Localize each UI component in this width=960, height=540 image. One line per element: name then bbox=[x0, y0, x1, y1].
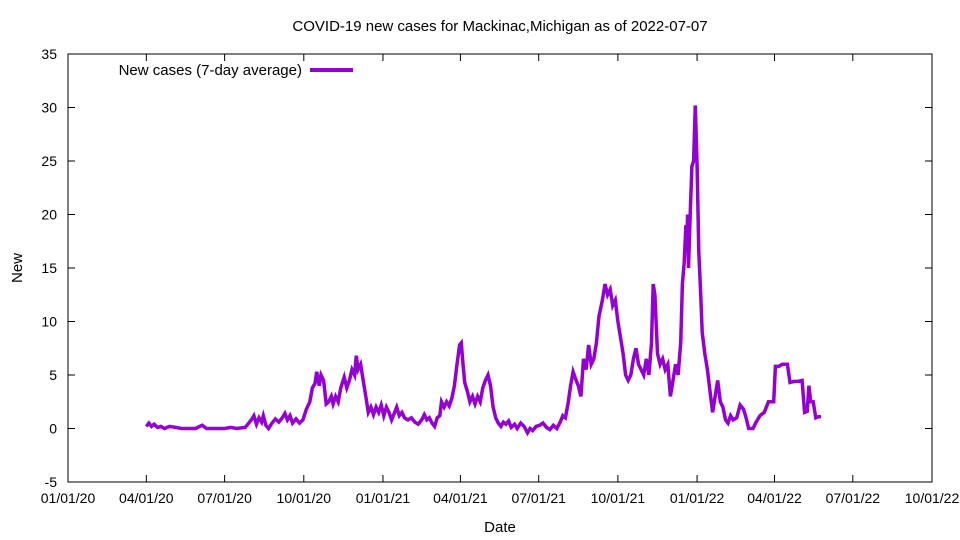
y-tick-label: 5 bbox=[49, 367, 57, 383]
x-tick-label: 01/01/22 bbox=[670, 490, 725, 506]
plot-frame-layer bbox=[67, 53, 933, 483]
series-layer bbox=[144, 105, 821, 437]
x-tick-label: 10/01/22 bbox=[905, 490, 960, 506]
legend-label: New cases (7-day average) bbox=[119, 62, 302, 79]
x-tick-label: 10/01/21 bbox=[591, 490, 646, 506]
x-tick-label: 04/01/22 bbox=[747, 490, 802, 506]
series-line bbox=[144, 105, 821, 437]
x-tick-label: 04/01/20 bbox=[119, 490, 174, 506]
y-tick-label: 0 bbox=[49, 421, 57, 437]
x-tick-label: 01/01/21 bbox=[356, 490, 411, 506]
x-tick-label: 10/01/20 bbox=[277, 490, 332, 506]
y-tick-label: 10 bbox=[41, 314, 57, 330]
y-tick-label: 15 bbox=[41, 260, 57, 276]
x-tick-label: 01/01/20 bbox=[41, 490, 96, 506]
y-tick-label: 35 bbox=[41, 46, 57, 62]
y-tick-label: 25 bbox=[41, 153, 57, 169]
legend: New cases (7-day average) bbox=[119, 62, 353, 79]
y-tick-label: 20 bbox=[41, 207, 57, 223]
x-axis-title: Date bbox=[484, 519, 516, 536]
y-axis-title: New bbox=[9, 253, 26, 283]
y-tick-label: 30 bbox=[41, 100, 57, 116]
y-axis: -5 0 5 10 15 20 25 30 35 bbox=[41, 46, 932, 490]
y-tick-label: -5 bbox=[45, 474, 58, 490]
plot-frame bbox=[67, 53, 933, 483]
x-tick-label: 04/01/21 bbox=[433, 490, 488, 506]
x-tick-label: 07/01/21 bbox=[511, 490, 566, 506]
chart-title: COVID-19 new cases for Mackinac,Michigan… bbox=[292, 18, 707, 35]
x-axis: 01/01/20 04/01/20 07/01/20 10/01/20 01/01/21… bbox=[41, 54, 960, 506]
x-tick-label: 07/01/22 bbox=[826, 490, 881, 506]
x-tick-label: 07/01/20 bbox=[197, 490, 252, 506]
